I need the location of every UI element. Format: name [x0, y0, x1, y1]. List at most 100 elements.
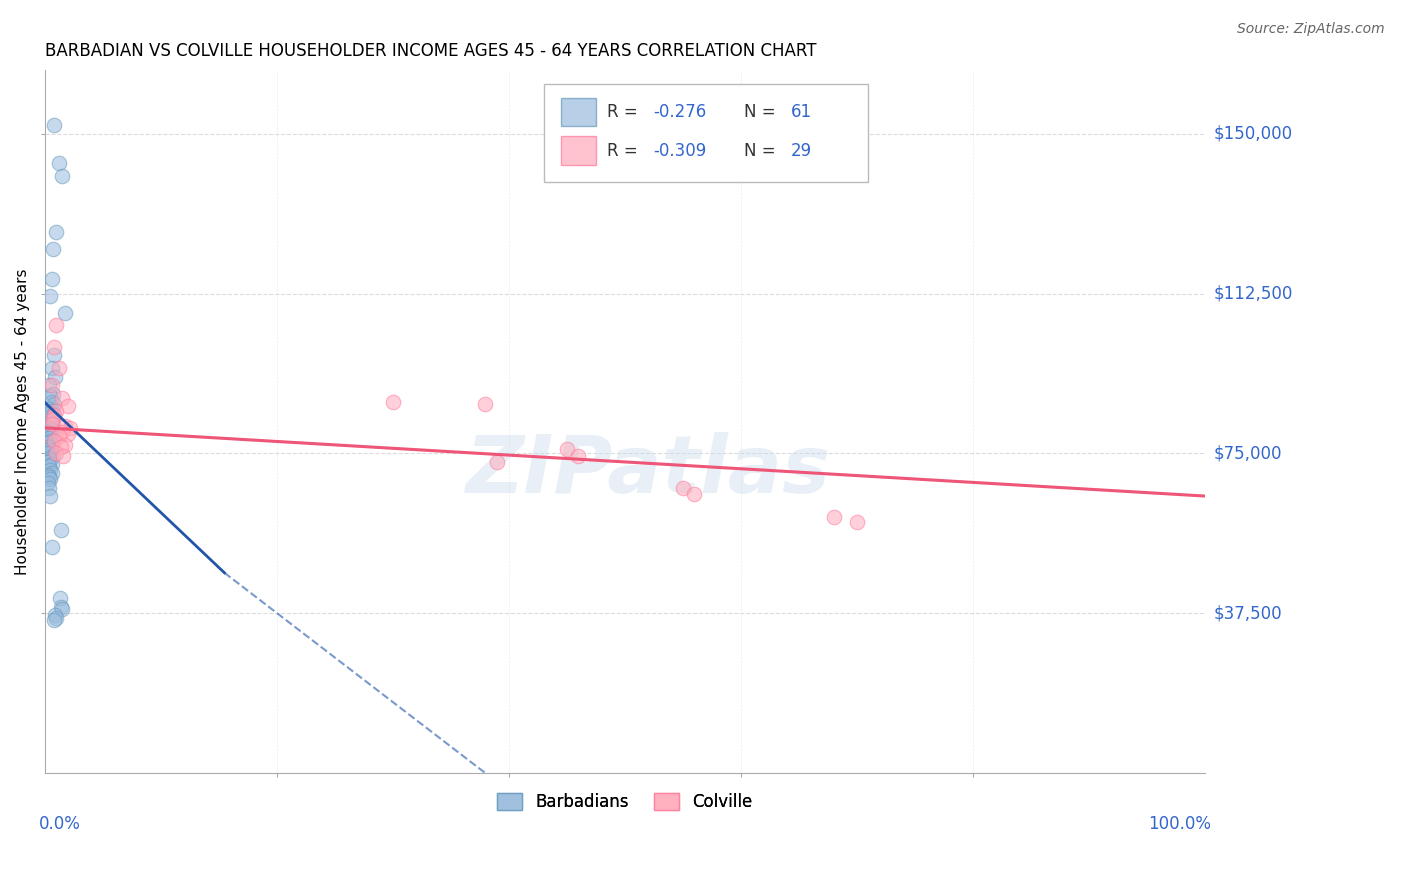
- Point: [42, 397, 65, 411]
- Point: [42, 118, 65, 132]
- Point: [38, 410, 60, 425]
- Point: [51, 169, 73, 184]
- Point: [45, 610, 67, 624]
- Point: [41, 378, 63, 392]
- Point: [672, 481, 695, 495]
- Point: [39, 421, 62, 435]
- Point: [38, 378, 60, 392]
- Point: [41, 418, 63, 433]
- Point: [39, 434, 62, 448]
- Point: [39, 442, 62, 457]
- Point: [41, 444, 63, 458]
- Point: [37, 455, 59, 469]
- Point: [38, 459, 60, 474]
- Point: [555, 442, 578, 457]
- Point: [41, 242, 63, 256]
- Point: [38, 450, 60, 465]
- Text: $75,000: $75,000: [1213, 444, 1282, 462]
- Point: [37, 417, 59, 431]
- Point: [38, 401, 60, 416]
- Text: ZIPatlas: ZIPatlas: [465, 432, 831, 509]
- Point: [41, 466, 63, 480]
- Point: [474, 397, 496, 411]
- Text: $150,000: $150,000: [1213, 125, 1292, 143]
- Point: [48, 156, 70, 170]
- Point: [55, 306, 77, 320]
- Point: [41, 423, 63, 437]
- Text: -0.276: -0.276: [654, 103, 707, 120]
- Point: [41, 361, 63, 376]
- Point: [41, 386, 63, 401]
- Point: [51, 602, 73, 616]
- Point: [823, 510, 845, 524]
- Point: [37, 476, 59, 491]
- Point: [39, 412, 62, 426]
- Point: [41, 417, 63, 431]
- Point: [39, 472, 62, 486]
- Point: [39, 288, 62, 302]
- FancyBboxPatch shape: [561, 98, 596, 126]
- Point: [845, 515, 868, 529]
- Point: [59, 421, 82, 435]
- FancyBboxPatch shape: [544, 84, 869, 182]
- Point: [56, 427, 79, 442]
- Point: [41, 540, 63, 554]
- Text: $37,500: $37,500: [1213, 604, 1282, 623]
- Point: [45, 446, 67, 460]
- Legend: Barbadians, Colville: Barbadians, Colville: [491, 786, 759, 818]
- Point: [48, 429, 70, 443]
- Point: [37, 467, 59, 482]
- Point: [39, 427, 62, 442]
- Point: [42, 340, 65, 354]
- Point: [49, 599, 72, 614]
- Text: 100.0%: 100.0%: [1147, 815, 1211, 833]
- Point: [39, 406, 62, 420]
- Point: [37, 435, 59, 450]
- Text: R =: R =: [607, 142, 644, 160]
- Point: [567, 449, 589, 463]
- Point: [38, 481, 60, 495]
- Point: [56, 400, 79, 414]
- Point: [38, 470, 60, 484]
- Point: [41, 271, 63, 285]
- Point: [38, 440, 60, 454]
- Text: -0.309: -0.309: [654, 142, 707, 160]
- Point: [39, 389, 62, 403]
- Point: [42, 434, 65, 448]
- Point: [41, 412, 63, 426]
- Point: [39, 463, 62, 477]
- Point: [39, 489, 62, 503]
- Text: R =: R =: [607, 103, 644, 120]
- Point: [51, 391, 73, 405]
- Point: [55, 418, 77, 433]
- Point: [49, 523, 72, 537]
- Point: [41, 457, 63, 471]
- Point: [55, 438, 77, 452]
- Point: [42, 613, 65, 627]
- Point: [45, 318, 67, 333]
- Point: [45, 403, 67, 417]
- Text: 29: 29: [790, 142, 811, 160]
- Point: [52, 449, 75, 463]
- Point: [41, 395, 63, 409]
- Point: [41, 429, 63, 443]
- Text: BARBADIAN VS COLVILLE HOUSEHOLDER INCOME AGES 45 - 64 YEARS CORRELATION CHART: BARBADIAN VS COLVILLE HOUSEHOLDER INCOME…: [45, 42, 815, 60]
- Point: [41, 438, 63, 452]
- Text: $112,500: $112,500: [1213, 285, 1292, 302]
- Point: [41, 414, 63, 428]
- Point: [48, 591, 70, 606]
- Point: [38, 425, 60, 439]
- Point: [49, 440, 72, 454]
- Point: [42, 408, 65, 422]
- FancyBboxPatch shape: [561, 136, 596, 165]
- Point: [48, 361, 70, 376]
- Point: [39, 452, 62, 467]
- Point: [41, 449, 63, 463]
- Point: [38, 432, 60, 446]
- Text: N =: N =: [744, 103, 782, 120]
- Point: [486, 455, 509, 469]
- Point: [44, 608, 66, 623]
- Point: [44, 369, 66, 384]
- Point: [683, 487, 706, 501]
- Text: 0.0%: 0.0%: [39, 815, 80, 833]
